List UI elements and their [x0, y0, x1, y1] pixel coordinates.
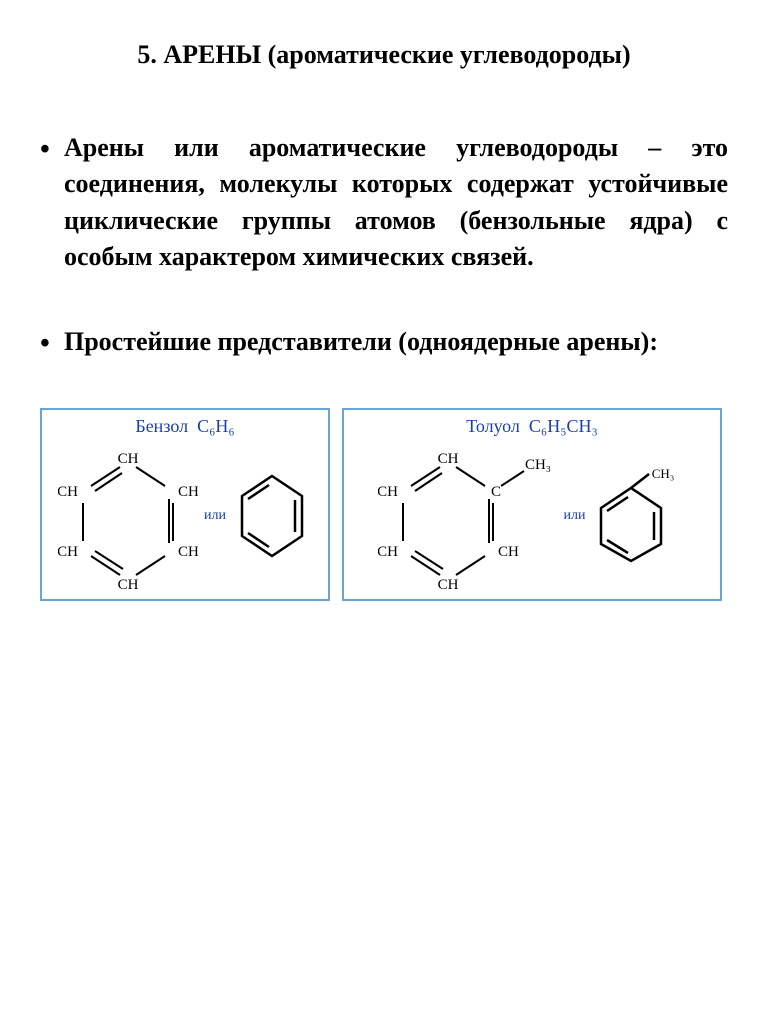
or-label-toluene: или — [564, 508, 586, 524]
diagrams-row: Бензол C₆H₆ CH — [40, 408, 728, 601]
benzene-skeletal-icon — [232, 466, 312, 566]
svg-text:CH: CH — [118, 577, 139, 591]
svg-text:CH: CH — [437, 577, 458, 591]
benzene-name: Бензол — [135, 416, 188, 436]
benzene-box: Бензол C₆H₆ CH — [40, 408, 330, 601]
toluene-formula: C₆H₅CH₃ — [529, 416, 598, 436]
representatives-text: Простейшие представители (одноядерные ар… — [64, 324, 728, 360]
svg-text:CH: CH — [178, 484, 198, 500]
svg-text:C: C — [490, 484, 500, 500]
svg-text:CH: CH — [378, 544, 398, 560]
toluene-skeletal-icon: CH₃ — [591, 466, 686, 566]
svg-text:CH: CH — [498, 544, 519, 560]
svg-text:CH₃: CH₃ — [652, 466, 675, 481]
representatives-block: Простейшие представители (одноядерные ар… — [40, 324, 728, 360]
benzene-structural-icon: CH CH CH CH CH CH — [58, 441, 198, 591]
svg-text:CH₃: CH₃ — [524, 457, 550, 473]
svg-text:CH: CH — [378, 484, 398, 500]
svg-text:CH: CH — [58, 484, 78, 500]
svg-text:CH: CH — [118, 451, 139, 467]
svg-text:CH: CH — [58, 544, 78, 560]
or-label-benzene: или — [204, 508, 226, 524]
toluene-box: Толуол C₆H₅CH₃ — [342, 408, 722, 601]
toluene-name: Толуол — [466, 416, 520, 436]
svg-text:CH: CH — [437, 451, 458, 467]
toluene-structural-icon: CH C CH CH CH CH CH₃ — [378, 441, 558, 591]
definition-text: Арены или ароматические углеводороды – э… — [64, 130, 728, 276]
toluene-title: Толуол C₆H₅CH₃ — [352, 416, 712, 437]
svg-text:CH: CH — [178, 544, 198, 560]
benzene-title: Бензол C₆H₆ — [50, 416, 320, 437]
benzene-formula: C₆H₆ — [197, 416, 235, 436]
definition-block: Арены или ароматические углеводороды – э… — [40, 130, 728, 276]
page-title: 5. АРЕНЫ (ароматические углеводороды) — [40, 40, 728, 70]
